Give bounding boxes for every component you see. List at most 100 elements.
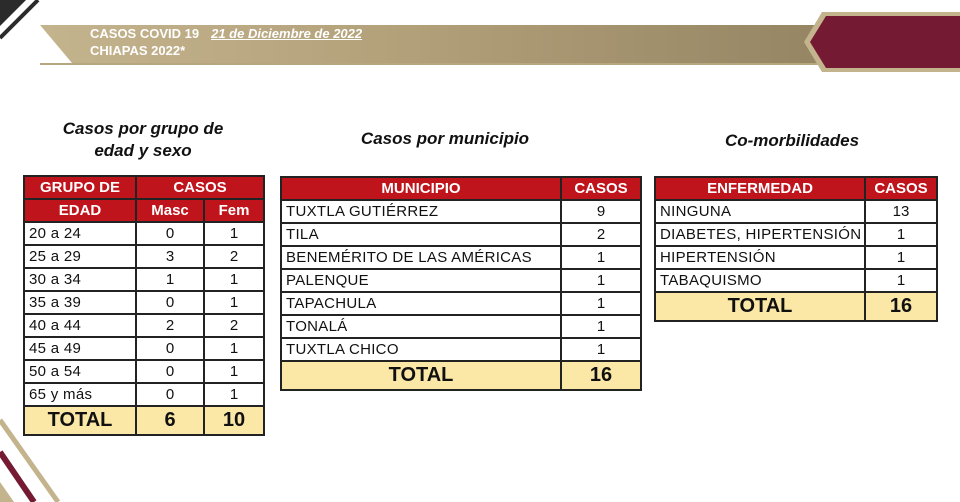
masc-count: 0: [135, 382, 205, 407]
disease-name: HIPERTENSIÓN: [654, 245, 866, 270]
municipio-name: TONALÁ: [280, 314, 562, 339]
table-row: 50 a 54 0 1: [23, 359, 265, 384]
table-row: TILA 2: [280, 222, 642, 247]
municipio-cases: 1: [560, 268, 642, 293]
age-group: 45 a 49: [23, 336, 137, 361]
municipio-cases: 1: [560, 291, 642, 316]
total-label: TOTAL: [654, 291, 866, 322]
fem-count: 2: [203, 244, 265, 269]
header-cases: CASOS: [135, 175, 265, 200]
header-band: [40, 25, 920, 63]
fem-count: 1: [203, 382, 265, 407]
page-subtitle: CHIAPAS 2022*: [90, 43, 186, 58]
header-cases: CASOS: [864, 176, 938, 201]
table-row: TUXTLA GUTIÉRREZ 9: [280, 199, 642, 224]
age-group: 50 a 54: [23, 359, 137, 384]
municipio-table: MUNICIPIO CASOS TUXTLA GUTIÉRREZ 9 TILA …: [280, 176, 642, 391]
municipio-name: TUXTLA CHICO: [280, 337, 562, 362]
fem-count: 1: [203, 336, 265, 361]
table-row: 45 a 49 0 1: [23, 336, 265, 361]
age-group: 25 a 29: [23, 244, 137, 269]
masc-count: 0: [135, 290, 205, 315]
fem-count: 1: [203, 290, 265, 315]
table-row: 20 a 24 0 1: [23, 221, 265, 246]
masc-count: 1: [135, 267, 205, 292]
header-group: GRUPO DE: [23, 175, 137, 200]
disease-cases: 13: [864, 199, 938, 224]
total-cases: 16: [560, 360, 642, 391]
total-cases: 16: [864, 291, 938, 322]
table-row: TONALÁ 1: [280, 314, 642, 339]
fem-count: 1: [203, 221, 265, 246]
header-disease: ENFERMEDAD: [654, 176, 866, 201]
table-row: TUXTLA CHICO 1: [280, 337, 642, 362]
fem-count: 2: [203, 313, 265, 338]
comorbidity-section-title: Co-morbilidades: [724, 131, 860, 150]
municipio-cases: 1: [560, 337, 642, 362]
fem-count: 1: [203, 267, 265, 292]
total-label: TOTAL: [23, 405, 137, 436]
municipio-section-title: Casos por municipio: [360, 129, 530, 148]
table-row: 25 a 29 3 2: [23, 244, 265, 269]
total-fem: 10: [203, 405, 265, 436]
header-cases: CASOS: [560, 176, 642, 201]
table-row: HIPERTENSIÓN 1: [654, 245, 938, 270]
age-title-line2: edad y sexo: [94, 141, 192, 160]
title-text: CASOS COVID 19: [90, 26, 200, 41]
masc-count: 0: [135, 221, 205, 246]
header-group-age: EDAD: [23, 198, 137, 223]
municipio-cases: 1: [560, 245, 642, 270]
masc-count: 0: [135, 359, 205, 384]
table-row: TAPACHULA 1: [280, 291, 642, 316]
municipio-name: BENEMÉRITO DE LAS AMÉRICAS: [280, 245, 562, 270]
age-group: 30 a 34: [23, 267, 137, 292]
corner-decoration: [0, 418, 60, 502]
table-row: 65 y más 0 1: [23, 382, 265, 407]
masc-count: 2: [135, 313, 205, 338]
header-fem: Fem: [203, 198, 265, 223]
table-row: 30 a 34 1 1: [23, 267, 265, 292]
masc-count: 0: [135, 336, 205, 361]
table-row: 40 a 44 2 2: [23, 313, 265, 338]
disease-name: NINGUNA: [654, 199, 866, 224]
total-masc: 6: [135, 405, 205, 436]
disease-name: DIABETES, HIPERTENSIÓN: [654, 222, 866, 247]
header-divider: [40, 63, 920, 65]
municipio-cases: 2: [560, 222, 642, 247]
header-municipio: MUNICIPIO: [280, 176, 562, 201]
corner-decoration: [0, 0, 40, 40]
masc-count: 3: [135, 244, 205, 269]
age-title-line1: Casos por grupo de: [62, 119, 224, 138]
table-row: TABAQUISMO 1: [654, 268, 938, 293]
header-masc: Masc: [135, 198, 205, 223]
municipio-name: TUXTLA GUTIÉRREZ: [280, 199, 562, 224]
table-row: NINGUNA 13: [654, 199, 938, 224]
total-row: TOTAL 16: [654, 291, 938, 322]
disease-cases: 1: [864, 222, 938, 247]
table-row: PALENQUE 1: [280, 268, 642, 293]
brand-badge-fill: [810, 16, 960, 68]
age-group: 35 a 39: [23, 290, 137, 315]
age-group: 65 y más: [23, 382, 137, 407]
comorbidity-table: ENFERMEDAD CASOS NINGUNA 13 DIABETES, HI…: [654, 176, 938, 322]
table-row: BENEMÉRITO DE LAS AMÉRICAS 1: [280, 245, 642, 270]
total-label: TOTAL: [280, 360, 562, 391]
disease-cases: 1: [864, 268, 938, 293]
table-row: DIABETES, HIPERTENSIÓN 1: [654, 222, 938, 247]
municipio-cases: 9: [560, 199, 642, 224]
municipio-name: TILA: [280, 222, 562, 247]
municipio-name: TAPACHULA: [280, 291, 562, 316]
disease-cases: 1: [864, 245, 938, 270]
disease-name: TABAQUISMO: [654, 268, 866, 293]
age-sex-table: GRUPO DE CASOS EDAD Masc Fem 20 a 24 0 1…: [23, 175, 265, 436]
table-row: 35 a 39 0 1: [23, 290, 265, 315]
age-group: 20 a 24: [23, 221, 137, 246]
municipio-cases: 1: [560, 314, 642, 339]
age-group: 40 a 44: [23, 313, 137, 338]
total-row: TOTAL 16: [280, 360, 642, 391]
total-row: TOTAL 6 10: [23, 405, 265, 436]
fem-count: 1: [203, 359, 265, 384]
report-date: 21 de Diciembre de 2022: [211, 26, 363, 41]
municipio-name: PALENQUE: [280, 268, 562, 293]
age-section-title: Casos por grupo de edad y sexo: [28, 118, 258, 162]
